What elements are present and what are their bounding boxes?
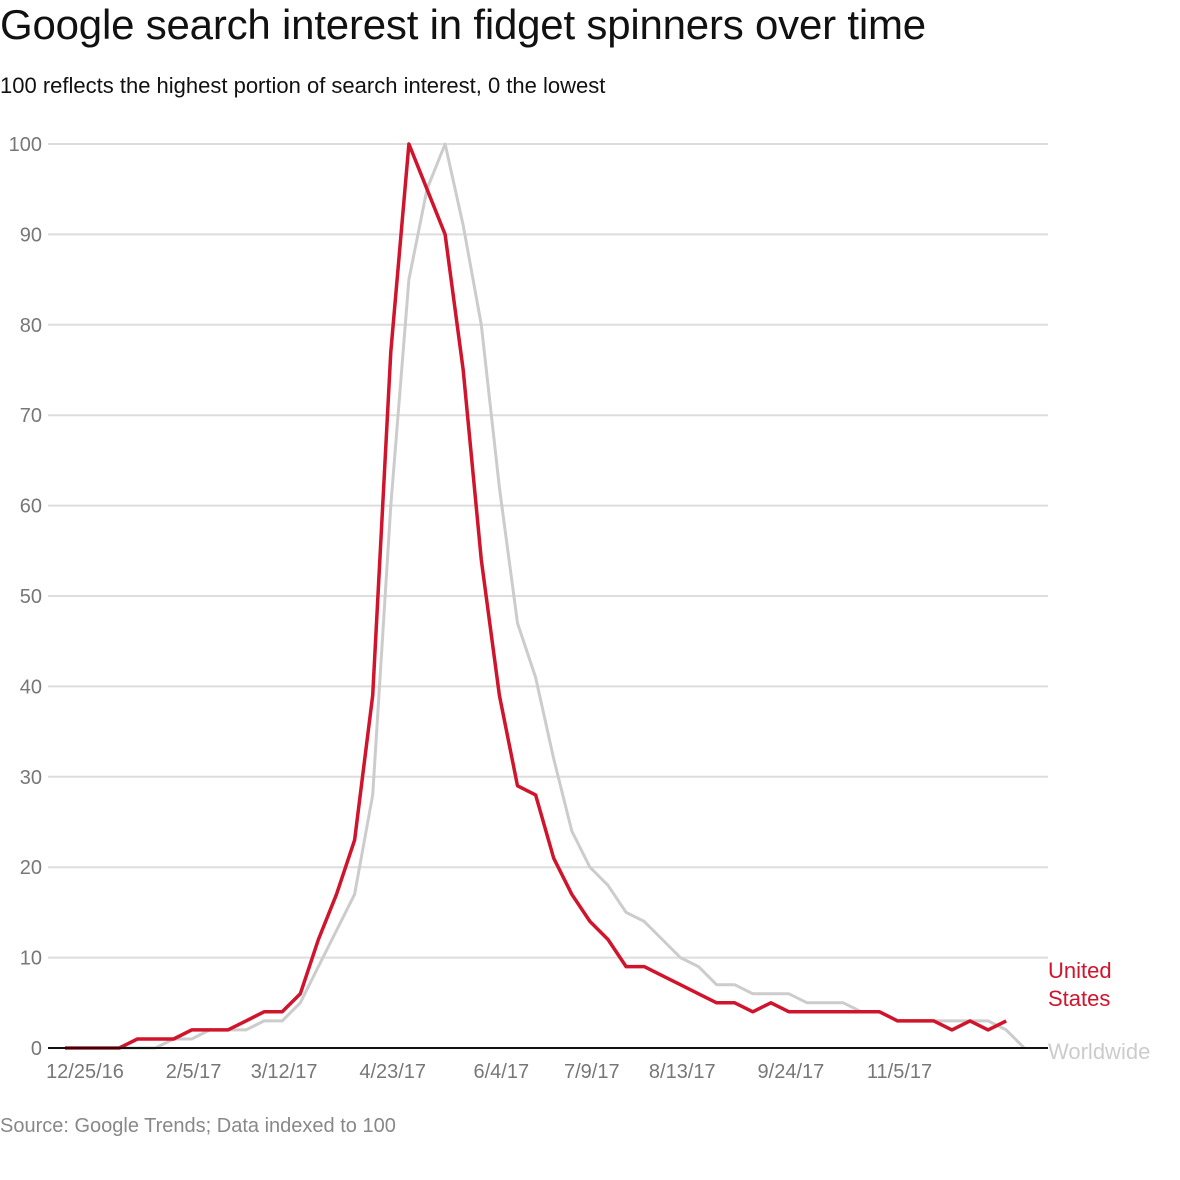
- y-tick-label: 60: [20, 496, 42, 518]
- y-tick-label: 30: [20, 767, 42, 789]
- y-tick-label: 50: [20, 586, 42, 608]
- x-tick-label: 4/23/17: [359, 1061, 426, 1083]
- x-tick-label: 8/13/17: [649, 1061, 716, 1083]
- y-tick-label: 80: [20, 315, 42, 337]
- y-tick-label: 10: [20, 948, 42, 970]
- x-tick-label: 9/24/17: [758, 1061, 825, 1083]
- series-labels: United States Worldwide: [1048, 958, 1150, 1064]
- x-tick-label: 6/4/17: [473, 1061, 529, 1083]
- legend-worldwide: Worldwide: [1048, 1039, 1150, 1064]
- y-tick-label: 40: [20, 676, 42, 698]
- y-tick-label: 20: [20, 857, 42, 879]
- chart-subtitle: 100 reflects the highest portion of sear…: [0, 73, 606, 98]
- x-tick-label: 2/5/17: [166, 1061, 222, 1083]
- source-note: Source: Google Trends; Data indexed to 1…: [0, 1115, 396, 1137]
- legend-united-states-line2: States: [1048, 986, 1110, 1011]
- line-chart: 0 10 20 30 40 50 60 70 80 90 100 12/25/16 2/5/17 3/1…: [9, 134, 1151, 1083]
- gridlines: [48, 143, 1048, 959]
- x-tick-label: 12/25/16: [46, 1061, 124, 1083]
- y-axis-ticks: 0 10 20 30 40 50 60 70 80 90 100: [9, 134, 42, 1060]
- x-tick-label: 7/9/17: [564, 1061, 620, 1083]
- y-tick-label: 0: [31, 1038, 42, 1060]
- x-tick-label: 11/5/17: [867, 1061, 932, 1083]
- y-tick-label: 100: [9, 134, 42, 156]
- y-tick-label: 70: [20, 405, 42, 427]
- series-line-united-states: [65, 142, 1007, 1050]
- y-tick-label: 90: [20, 224, 42, 246]
- legend-united-states-line1: United: [1048, 958, 1112, 983]
- chart-title: Google search interest in fidget spinner…: [0, 1, 926, 48]
- x-tick-label: 3/12/17: [251, 1061, 318, 1083]
- x-axis-ticks: 12/25/16 2/5/17 3/12/17 4/23/17 6/4/17 7/9/17…: [46, 1061, 932, 1083]
- series-lines: [65, 142, 1026, 1050]
